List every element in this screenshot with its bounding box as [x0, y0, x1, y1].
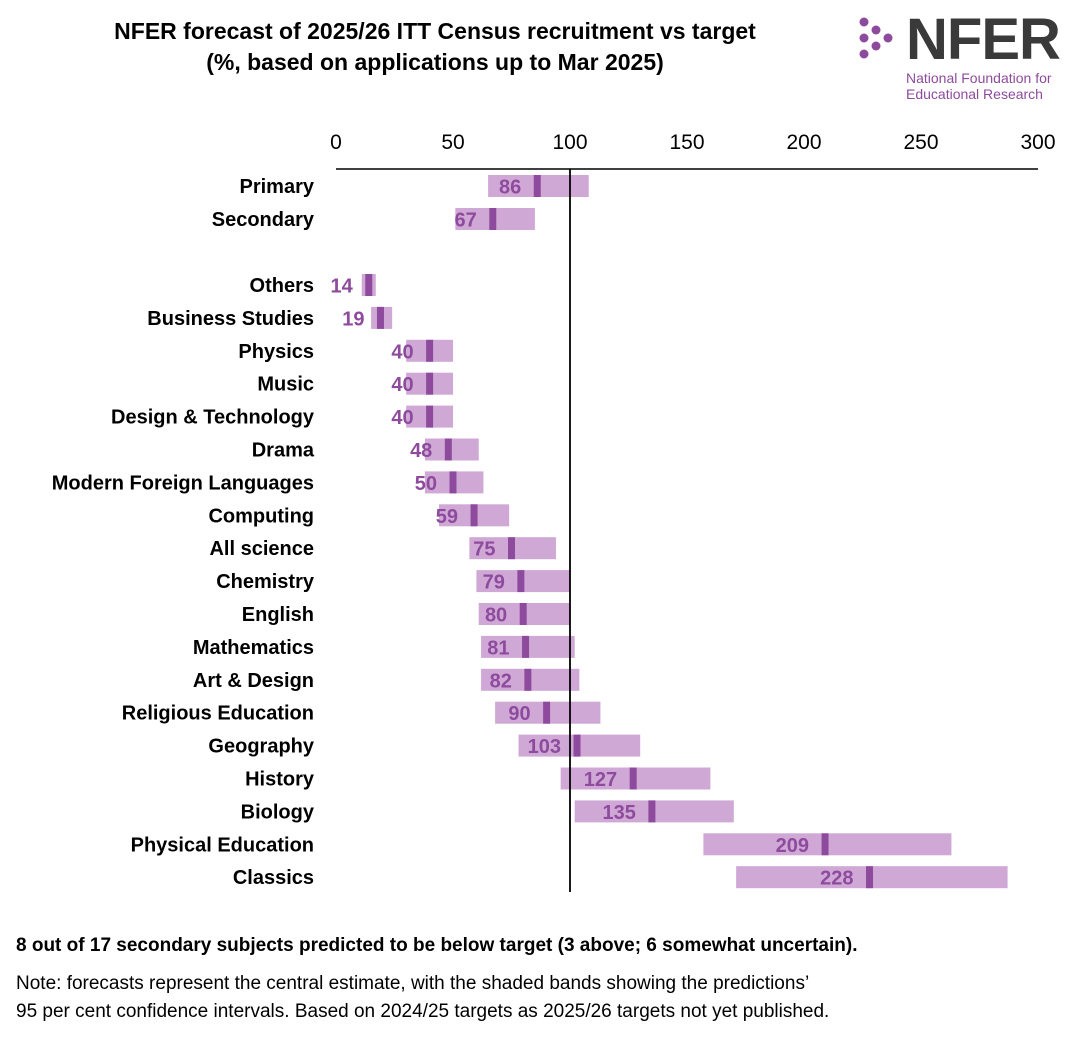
central-estimate-marker	[426, 339, 434, 362]
central-estimate-marker	[449, 471, 457, 494]
note-line-1: Note: forecasts represent the central es…	[16, 973, 810, 994]
nfer-dots-icon	[859, 17, 893, 59]
category-label: Modern Foreign Languages	[52, 472, 314, 494]
data-label: 79	[483, 572, 505, 594]
category-label: History	[245, 769, 315, 791]
data-label: 50	[415, 473, 437, 495]
central-estimate-marker	[522, 635, 530, 658]
category-label: Computing	[208, 505, 314, 527]
data-label: 90	[508, 703, 530, 725]
central-estimate-marker	[543, 701, 551, 724]
category-label: Geography	[208, 736, 314, 758]
category-label: Mathematics	[193, 637, 314, 659]
category-label: Primary	[240, 176, 315, 198]
logo-subtitle: National Foundation for Educational Rese…	[906, 70, 1052, 102]
data-label: 80	[485, 605, 507, 627]
data-label: 103	[528, 736, 561, 758]
category-label: Drama	[252, 440, 315, 462]
central-estimate-marker	[508, 537, 515, 560]
data-label: 48	[410, 440, 432, 462]
logo-subtitle-line-2: Educational Research	[906, 86, 1043, 102]
category-label: Physical Education	[131, 834, 314, 856]
central-estimate-marker	[648, 800, 656, 823]
central-estimate-marker	[524, 668, 532, 691]
x-tick-label: 50	[441, 131, 464, 154]
data-label: 40	[391, 341, 413, 363]
category-label: Design & Technology	[111, 407, 315, 429]
data-label: 19	[342, 308, 364, 330]
data-label: 127	[584, 769, 617, 791]
data-label: 82	[490, 670, 512, 692]
ci-band	[424, 438, 479, 461]
central-estimate-marker	[573, 734, 581, 757]
central-estimate-marker	[519, 603, 527, 625]
note-line-2: 95 per cent confidence intervals. Based …	[16, 1001, 830, 1022]
data-label: 81	[487, 637, 509, 659]
data-label: 14	[331, 276, 354, 298]
chart-title-line-2: (%, based on applications up to Mar 2025…	[206, 49, 664, 75]
data-label: 67	[455, 210, 477, 232]
chart-title: NFER forecast of 2025/26 ITT Census recr…	[20, 16, 850, 78]
category-label: English	[242, 604, 314, 626]
x-tick-label: 0	[330, 131, 342, 154]
central-estimate-marker	[365, 274, 373, 296]
category-label: Business Studies	[147, 308, 314, 330]
data-label: 228	[820, 868, 853, 890]
x-tick-label: 150	[669, 131, 704, 154]
data-label: 59	[436, 506, 458, 528]
data-label: 75	[473, 539, 495, 561]
central-estimate-marker	[376, 306, 384, 329]
category-label: Classics	[233, 867, 314, 889]
data-label: 40	[391, 374, 413, 396]
x-tick-label: 250	[903, 131, 938, 154]
central-estimate-marker	[444, 438, 452, 461]
central-estimate-marker	[517, 570, 525, 593]
x-tick-label: 100	[552, 131, 587, 154]
central-estimate-marker	[426, 405, 434, 428]
data-label: 209	[776, 835, 809, 857]
central-estimate-marker	[489, 208, 497, 230]
chart-title-line-1: NFER forecast of 2025/26 ITT Census recr…	[114, 18, 756, 44]
central-estimate-marker	[821, 833, 829, 856]
logo-wordmark: NFER	[906, 7, 1061, 72]
central-estimate-marker	[470, 504, 478, 527]
category-label: Religious Education	[122, 703, 314, 725]
central-estimate-marker	[629, 767, 637, 790]
category-label: Biology	[241, 801, 315, 823]
x-tick-label: 200	[786, 131, 821, 154]
category-label: All science	[209, 538, 314, 560]
logo-subtitle-line-1: National Foundation for	[906, 70, 1052, 86]
central-estimate-marker	[866, 866, 874, 889]
data-label: 86	[499, 177, 521, 199]
category-label: Others	[250, 275, 314, 297]
note-text: Note: forecasts represent the central es…	[16, 970, 1056, 1026]
nfer-logo: NFER National Foundation for Educational…	[856, 8, 1071, 106]
data-label: 135	[603, 802, 636, 824]
category-label: Music	[257, 374, 314, 396]
category-label: Chemistry	[216, 571, 315, 593]
forecast-chart: 0 50 100 150 200 250 300 86 Primary 67 Secondary 14…	[52, 131, 1056, 892]
category-label: Secondary	[212, 209, 315, 231]
central-estimate-marker	[533, 175, 541, 197]
central-estimate-marker	[426, 372, 434, 395]
category-label: Physics	[238, 341, 314, 363]
x-tick-label: 300	[1020, 131, 1055, 154]
data-label: 40	[391, 407, 413, 429]
summary-text: 8 out of 17 secondary subjects predicted…	[16, 935, 858, 956]
category-label: Art & Design	[193, 670, 314, 692]
